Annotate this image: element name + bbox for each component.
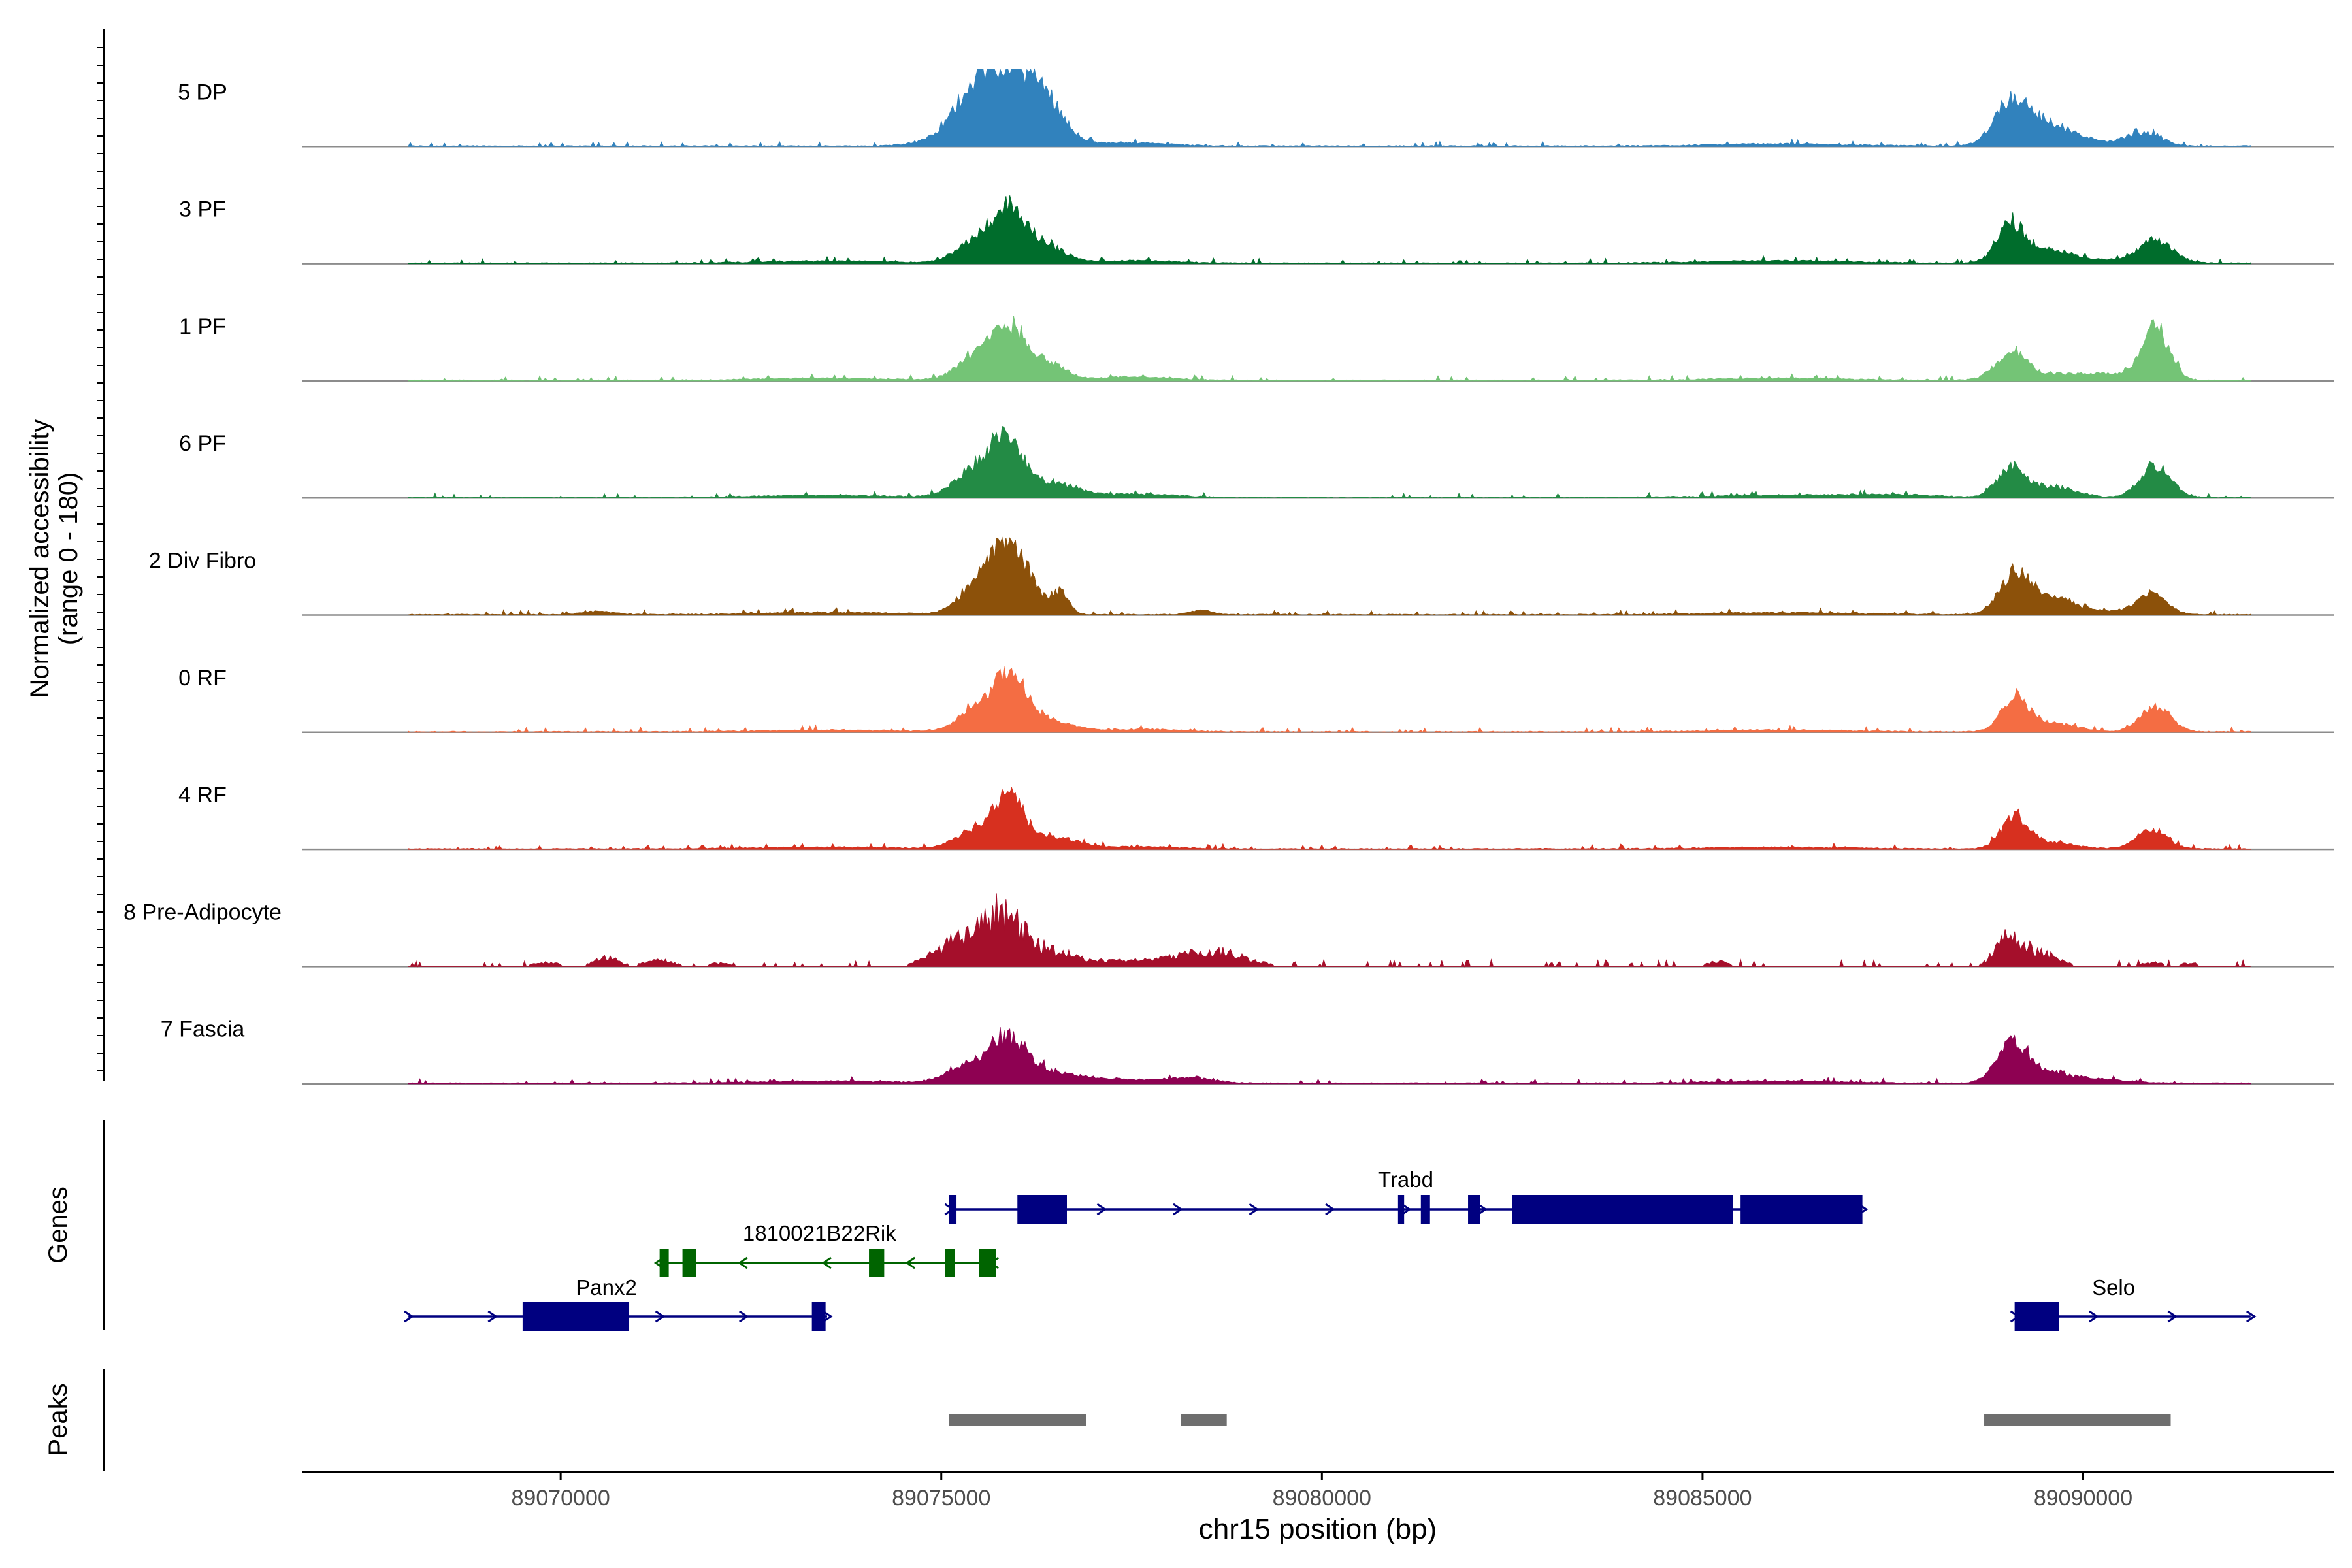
gene-exon bbox=[811, 1302, 826, 1331]
peaks-label: Peaks bbox=[44, 1383, 73, 1456]
coverage-area bbox=[408, 893, 2251, 968]
coverage-area bbox=[408, 786, 2251, 850]
coverage-area bbox=[408, 536, 2251, 616]
strand-chevron bbox=[1096, 1203, 1107, 1216]
gene-exon bbox=[979, 1249, 996, 1277]
gene-panx2: Panx2 bbox=[404, 1275, 833, 1331]
track-0-rf: 0 RF bbox=[178, 666, 2334, 734]
y-axis-label-line2: (range 0 - 180) bbox=[54, 472, 83, 645]
track-1-pf: 1 PF bbox=[179, 314, 2334, 382]
gene-exon bbox=[1397, 1195, 1405, 1224]
strand-chevron bbox=[1249, 1203, 1260, 1216]
track-3-pf: 3 PF bbox=[179, 195, 2334, 265]
track-label: 3 PF bbox=[179, 197, 226, 222]
gene-label: Selo bbox=[2092, 1275, 2135, 1299]
gene-exon bbox=[1420, 1195, 1430, 1224]
gene-models: Trabd 1810021B22Rik Panx2 Selo bbox=[404, 1168, 2257, 1331]
coverage-area bbox=[408, 666, 2251, 733]
coverage-tracks: 5 DP 3 PF 1 PF 6 PF 2 Div Fibro 0 RF 4 RF 8 Pre… bbox=[123, 68, 2334, 1085]
track-5-dp: 5 DP bbox=[178, 68, 2334, 148]
gene-exon bbox=[2014, 1302, 2059, 1331]
x-axis-title: chr15 position (bp) bbox=[1199, 1513, 1437, 1545]
peak-region-bar bbox=[949, 1414, 1086, 1426]
strand-chevron bbox=[655, 1310, 666, 1323]
gene-exon bbox=[522, 1302, 630, 1331]
gene-exon bbox=[1468, 1195, 1480, 1224]
track-label: 5 DP bbox=[178, 80, 227, 105]
gene-exon bbox=[659, 1249, 669, 1277]
strand-chevron bbox=[404, 1310, 414, 1323]
gene-label: Trabd bbox=[1378, 1168, 1433, 1192]
genes-label: Genes bbox=[44, 1186, 73, 1264]
gene-exon bbox=[949, 1195, 957, 1224]
gene-exon bbox=[1512, 1195, 1733, 1224]
peaks-panel: Peaks bbox=[44, 1369, 2171, 1471]
strand-chevron bbox=[2167, 1310, 2178, 1323]
track-label: 6 PF bbox=[179, 431, 226, 456]
strand-chevron bbox=[1325, 1203, 1335, 1216]
gene-selo: Selo bbox=[2010, 1275, 2257, 1331]
strand-chevron bbox=[2089, 1310, 2099, 1323]
x-tick-label: 89075000 bbox=[892, 1486, 990, 1511]
gene-exon bbox=[945, 1249, 955, 1277]
x-tick-label: 89085000 bbox=[1653, 1486, 1752, 1511]
strand-chevron bbox=[2246, 1310, 2257, 1323]
coverage-area bbox=[408, 1027, 2251, 1085]
gene-1810021b22rik: 1810021B22Rik bbox=[653, 1221, 1000, 1277]
coverage-area bbox=[408, 195, 2251, 265]
strand-chevron bbox=[738, 1310, 749, 1323]
peak-region-bar bbox=[1181, 1414, 1227, 1426]
strand-chevron bbox=[1401, 1203, 1412, 1216]
strand-chevron bbox=[905, 1256, 915, 1269]
coverage-area bbox=[408, 425, 2251, 498]
track-label: 8 Pre-Adipocyte bbox=[123, 900, 282, 924]
track-label: 7 Fascia bbox=[161, 1017, 245, 1042]
genes-panel: Genes Trabd 1810021B22Rik Panx2 Selo bbox=[44, 1120, 2257, 1331]
coverage-panel: Normalized accessibility (range 0 - 180)… bbox=[25, 29, 2334, 1085]
track-8-pre-adipocyte: 8 Pre-Adipocyte bbox=[123, 893, 2334, 968]
peak-region-bar bbox=[1984, 1414, 2171, 1426]
gene-trabd: Trabd bbox=[944, 1168, 1869, 1224]
track-2-div-fibro: 2 Div Fibro bbox=[149, 536, 2334, 616]
strand-chevron bbox=[738, 1256, 748, 1269]
coverage-area bbox=[408, 68, 2251, 148]
gene-exon bbox=[869, 1249, 885, 1277]
coverage-y-axis-ticks bbox=[97, 47, 104, 1071]
strand-chevron bbox=[823, 1310, 833, 1323]
track-label: 0 RF bbox=[178, 666, 227, 691]
track-label: 2 Div Fibro bbox=[149, 549, 256, 574]
x-axis-ticks: 89070000 89075000 89080000 89085000 89090000 bbox=[512, 1472, 2132, 1511]
strand-chevron bbox=[1477, 1203, 1488, 1216]
track-label: 4 RF bbox=[178, 783, 227, 808]
y-axis-label-line1: Normalized accessibility bbox=[25, 419, 54, 698]
strand-chevron bbox=[821, 1256, 832, 1269]
track-6-pf: 6 PF bbox=[179, 425, 2334, 499]
track-label: 1 PF bbox=[179, 314, 226, 339]
gene-exon bbox=[1017, 1195, 1067, 1224]
gene-label: 1810021B22Rik bbox=[743, 1221, 896, 1245]
peak-regions bbox=[949, 1414, 2171, 1426]
coverage-area bbox=[408, 316, 2251, 382]
x-tick-label: 89090000 bbox=[2034, 1486, 2132, 1511]
track-4-rf: 4 RF bbox=[178, 783, 2334, 851]
x-axis: 89070000 89075000 89080000 89085000 89090000… bbox=[302, 1471, 2334, 1545]
x-tick-label: 89080000 bbox=[1273, 1486, 1371, 1511]
x-tick-label: 89070000 bbox=[512, 1486, 610, 1511]
gene-label: Panx2 bbox=[576, 1275, 637, 1299]
gene-exon bbox=[682, 1249, 696, 1277]
strand-chevron bbox=[1173, 1203, 1183, 1216]
strand-chevron bbox=[487, 1310, 498, 1323]
track-7-fascia: 7 Fascia bbox=[161, 1017, 2334, 1085]
gene-exon bbox=[1740, 1195, 1863, 1224]
